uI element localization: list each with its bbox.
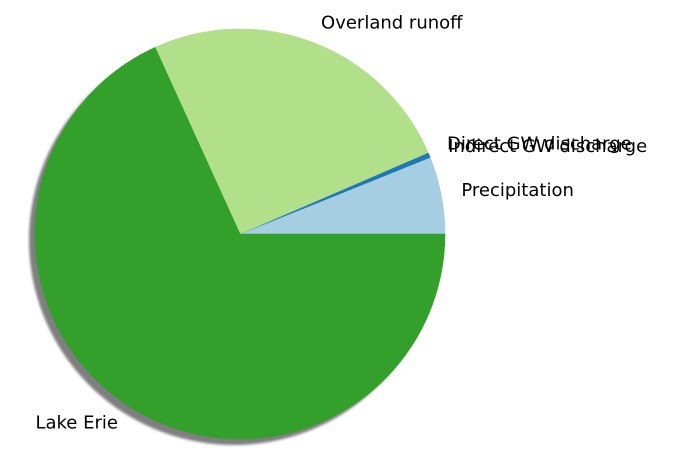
pie-slice-overland-runoff — [154, 28, 429, 235]
pie-label-precipitation: Precipitation — [461, 180, 574, 201]
pie-label-overland-runoff: Overland runoff — [321, 13, 463, 34]
pie-labels: Precipitation Indirect GW dischargeDirect… — [35, 13, 647, 434]
pie-label-indirect-gw-discharge: Indirect GW discharge — [448, 136, 647, 157]
pie-label-direct-gw-discharge: Direct GW discharge — [447, 133, 632, 154]
pie-slices — [34, 28, 446, 440]
pie-label-lake-erie: Lake Erie — [35, 413, 118, 434]
pie-slice-lake-erie — [34, 47, 446, 440]
